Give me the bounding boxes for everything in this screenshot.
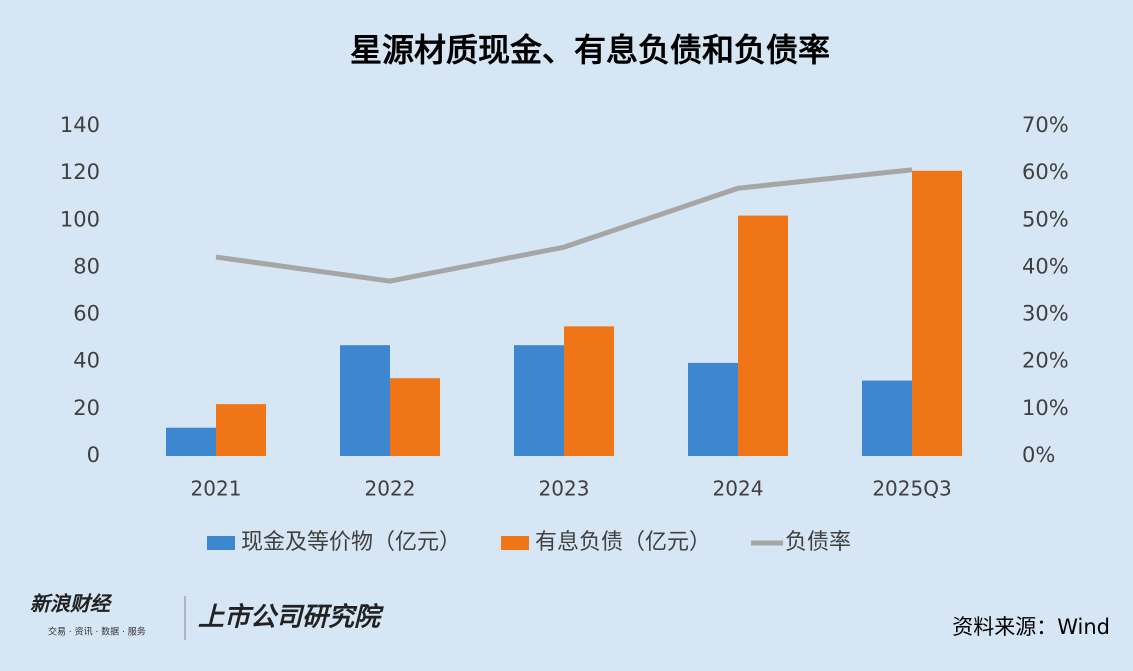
y-tick-label: 60 xyxy=(73,302,100,326)
footer-brand-sub: 交易 · 资讯 · 数据 · 服务 xyxy=(48,626,146,638)
x-tick-label: 2021 xyxy=(191,477,242,501)
legend-label: 现金及等价物（亿元） xyxy=(241,530,461,555)
legend-label: 有息负债（亿元） xyxy=(535,530,711,555)
footer-brand: 新浪财经 xyxy=(30,592,113,616)
bar xyxy=(912,170,962,457)
bar xyxy=(166,427,216,456)
footer-institute: 上市公司研究院 xyxy=(198,603,384,633)
y-tick-label: 140 xyxy=(60,113,100,137)
y2-tick-label: 60% xyxy=(1022,160,1069,184)
y-tick-label: 80 xyxy=(73,254,100,278)
x-tick-label: 2023 xyxy=(539,477,590,501)
y-tick-label: 20 xyxy=(73,396,100,420)
bar xyxy=(862,380,912,456)
chart-title: 星源材质现金、有息负债和负债率 xyxy=(350,31,830,69)
y2-tick-label: 30% xyxy=(1022,302,1069,326)
y-tick-label: 40 xyxy=(73,349,100,373)
y-tick-label: 120 xyxy=(60,160,100,184)
y-tick-label: 0 xyxy=(87,443,100,467)
bar xyxy=(564,326,614,456)
legend-swatch xyxy=(207,536,235,550)
y2-tick-label: 40% xyxy=(1022,254,1069,278)
bar xyxy=(688,362,738,456)
x-tick-label: 2025Q3 xyxy=(872,477,951,501)
bar xyxy=(216,404,266,456)
x-tick-label: 2022 xyxy=(365,477,416,501)
bar xyxy=(514,345,564,456)
y2-tick-label: 50% xyxy=(1022,207,1069,231)
bar xyxy=(738,215,788,456)
footer-source: 资料来源：Wind xyxy=(952,615,1110,639)
y2-tick-label: 70% xyxy=(1022,113,1069,137)
y2-tick-label: 0% xyxy=(1022,443,1055,467)
y2-tick-label: 10% xyxy=(1022,396,1069,420)
x-tick-label: 2024 xyxy=(713,477,764,501)
legend-swatch xyxy=(501,536,530,550)
line xyxy=(215,167,913,284)
y2-tick-label: 20% xyxy=(1022,349,1069,373)
legend-label: 负债率 xyxy=(785,530,851,555)
y-tick-label: 100 xyxy=(60,207,100,231)
bar xyxy=(390,378,440,456)
bar xyxy=(340,345,390,456)
